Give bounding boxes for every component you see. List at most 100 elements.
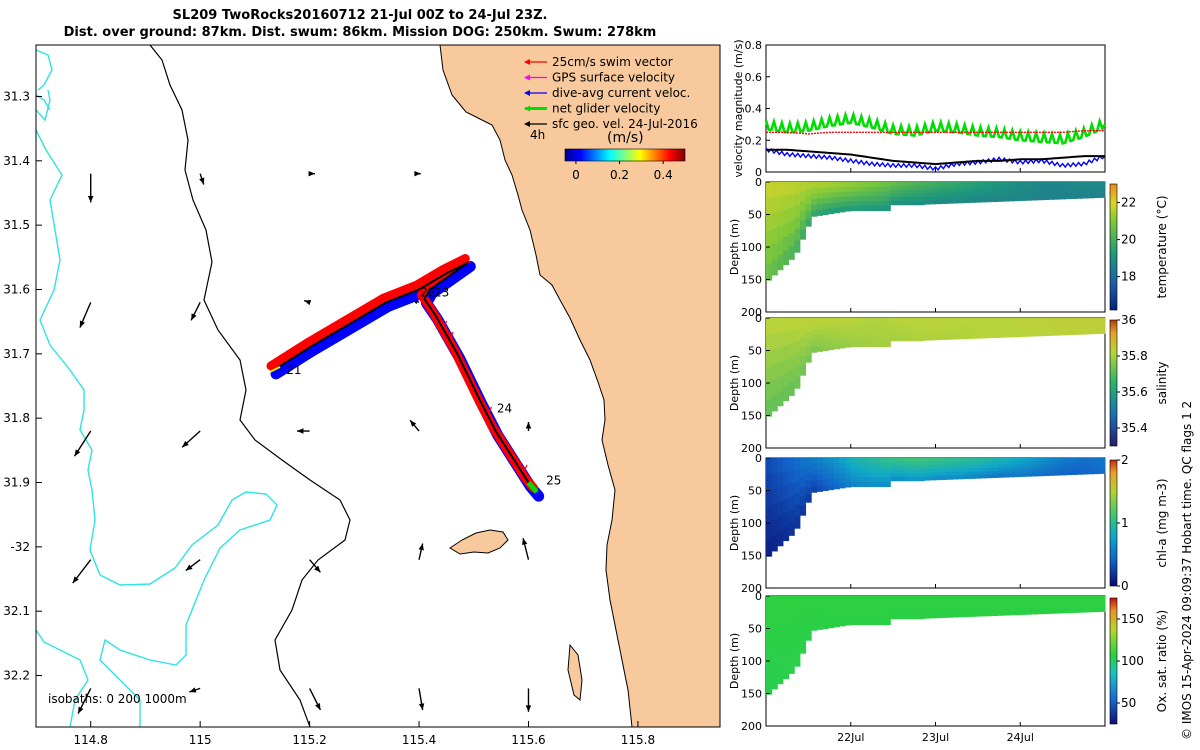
section-cell — [1014, 473, 1021, 478]
section-cell — [997, 334, 1004, 338]
section-cell — [895, 193, 903, 198]
section-cell — [946, 606, 953, 611]
section-cell — [935, 465, 942, 470]
section-cell — [828, 208, 835, 215]
section-cell — [799, 496, 807, 507]
section-cell — [799, 605, 807, 616]
section-cell — [963, 324, 970, 329]
section-cell — [816, 463, 823, 470]
section-cell — [907, 458, 914, 463]
section-cell — [918, 200, 925, 206]
section-cell — [1071, 184, 1078, 188]
section-cell — [811, 204, 818, 212]
section-cell — [856, 467, 863, 473]
section-cell — [1065, 329, 1072, 333]
section-cell — [1048, 320, 1055, 325]
section-cell — [1099, 187, 1106, 191]
section-cell — [1059, 469, 1066, 473]
section-cell — [794, 654, 801, 667]
swim-vector — [454, 259, 458, 269]
section-cell — [862, 472, 869, 478]
section-cell — [867, 201, 874, 207]
section-cell — [907, 607, 914, 612]
section-cell — [992, 596, 999, 600]
section-cell — [816, 323, 823, 330]
section-colorbar-tick-label: 2 — [1121, 453, 1129, 467]
section-cell — [777, 596, 784, 612]
section-cell — [1042, 196, 1049, 201]
section-cell — [828, 323, 835, 330]
section-cell — [912, 182, 920, 187]
section-cell — [816, 193, 823, 200]
section-cell — [895, 458, 903, 463]
section-cell — [873, 318, 880, 324]
section-cell — [907, 603, 914, 608]
section-cell — [997, 321, 1004, 325]
section-cell — [912, 333, 920, 338]
section-cell — [929, 200, 936, 205]
section-cell — [1042, 193, 1049, 198]
section-cell — [1082, 328, 1089, 332]
section-cell — [1042, 463, 1049, 468]
section-cell — [788, 220, 795, 235]
section-cell — [997, 330, 1004, 335]
section-cell — [1020, 191, 1027, 195]
section-cell — [1048, 601, 1055, 606]
section-cell — [963, 468, 970, 473]
section-cell — [1082, 190, 1089, 194]
section-cell — [890, 193, 897, 198]
section-cell — [879, 458, 886, 464]
section-cell — [799, 643, 807, 654]
section-cell — [794, 364, 801, 377]
section-y-tick-label: 50 — [748, 485, 762, 498]
section-cell — [895, 469, 903, 474]
section-cell — [794, 217, 801, 230]
section-cell — [975, 606, 982, 610]
section-cell — [782, 318, 790, 333]
section-cell — [771, 333, 778, 350]
section-cell — [907, 476, 914, 482]
section-y-tick-label: 0 — [755, 590, 762, 603]
section-cell — [771, 348, 778, 365]
section-cell — [1025, 458, 1033, 462]
section-cell — [918, 614, 925, 620]
section-cell — [794, 504, 801, 517]
section-cell — [901, 476, 908, 482]
section-cell — [845, 472, 852, 478]
section-cell — [1003, 197, 1010, 202]
section-cell — [845, 620, 852, 626]
section-cell — [1025, 318, 1033, 322]
section-cell — [1076, 326, 1083, 330]
section-cell — [929, 610, 936, 615]
section-cell — [856, 600, 863, 607]
section-cell — [833, 478, 840, 485]
section-cell — [1037, 604, 1044, 609]
section-cell — [895, 333, 903, 338]
section-cell — [986, 331, 993, 335]
section-cell — [833, 616, 840, 623]
section-cell — [952, 335, 959, 340]
section-cell — [986, 605, 993, 610]
section-cell — [941, 182, 948, 187]
section-cell — [771, 488, 778, 505]
section-cell — [1071, 609, 1078, 613]
section-cell — [856, 472, 863, 478]
section-cell — [1076, 596, 1083, 600]
section-cell — [946, 599, 953, 604]
section-cell — [1014, 467, 1021, 471]
section-cell — [873, 196, 880, 202]
section-cell — [805, 632, 812, 641]
section-cell — [935, 318, 942, 323]
map-x-tick-label: 115.8 — [621, 733, 655, 747]
section-cell — [890, 336, 897, 342]
section-cell — [828, 596, 835, 602]
section-cell — [1037, 458, 1044, 462]
section-cell — [856, 615, 863, 621]
section-cell — [805, 218, 812, 227]
section-cell — [1008, 194, 1016, 199]
section-cell — [850, 472, 857, 478]
section-cell — [1025, 321, 1033, 325]
section-cell — [1082, 468, 1089, 472]
section-cell — [1014, 464, 1021, 468]
section-cell — [935, 606, 942, 611]
